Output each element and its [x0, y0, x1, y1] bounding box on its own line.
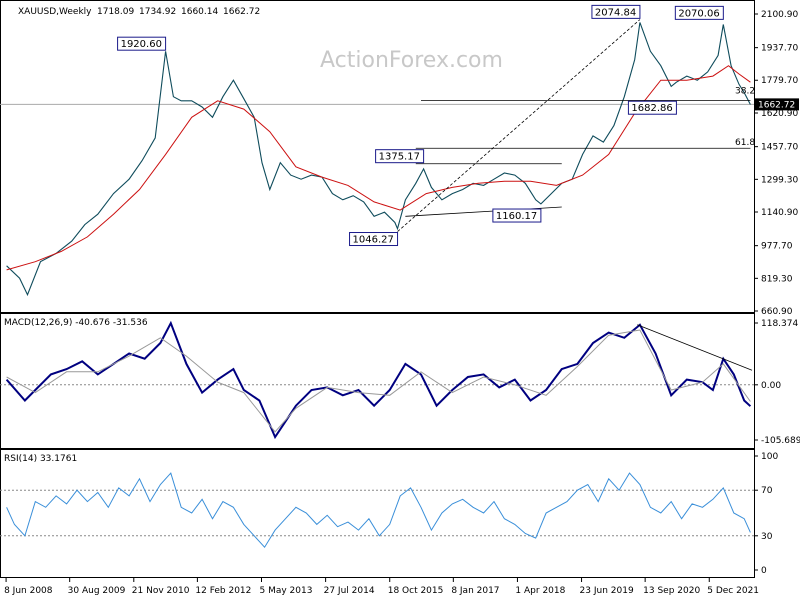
ohlc-high: 1734.92 — [139, 7, 176, 17]
rsi-ytick-label-1: 70 — [761, 486, 773, 496]
xtick-label-10: 13 Sep 2020 — [643, 586, 700, 596]
annotation-label-6: 1682.86 — [631, 103, 672, 114]
xtick-label-5: 27 Jul 2014 — [324, 586, 375, 596]
rsi-ytick-label-2: 30 — [761, 532, 773, 542]
price-ytick-label-5: 1299.30 — [761, 175, 798, 185]
fib-label-0: 61.8 — [735, 138, 755, 148]
ohlc-open: 1718.09 — [97, 7, 134, 17]
x-axis: 8 Jun 2008 30 Aug 2009 21 Nov 2010 12 Feb 2… — [4, 578, 759, 596]
xtick-label-9: 23 Jun 2019 — [580, 586, 634, 596]
price-ytick-label-4: 1457.70 — [761, 143, 798, 153]
annotations: 1920.60 1046.27 1375.17 1160.17 2074.84 2070.… — [117, 4, 755, 247]
fib-label-1: 38.2 — [735, 87, 755, 97]
price-ytick-label-2: 1779.70 — [761, 76, 798, 86]
annotation-label-0: 1920.60 — [121, 39, 162, 50]
rsi-ytick-label-0: 100 — [761, 452, 778, 462]
ohlc-close: 1662.72 — [223, 7, 260, 17]
xtick-label-3: 12 Feb 2012 — [195, 586, 251, 596]
annotation-label-5: 2070.06 — [678, 8, 719, 19]
chart-header: XAUUSD,Weekly 1718.09 1734.92 1660.14 16… — [18, 7, 260, 17]
price-series-price — [6, 22, 751, 297]
rsi-title: RSI(14) 33.1761 — [4, 454, 77, 464]
price-ytick-label-9: 660.90 — [761, 307, 793, 317]
annotation-box-2 — [375, 149, 425, 164]
y-axes: 2100.90 1937.70 1779.70 1620.90 1457.70 1299.… — [754, 10, 800, 576]
annotation-box-3 — [492, 208, 542, 223]
macd-trendline — [637, 324, 753, 371]
watermark: ActionForex.com — [320, 48, 503, 73]
xtick-label-4: 5 May 2013 — [259, 586, 312, 596]
price-ytick-label-7: 977.70 — [761, 242, 793, 252]
xtick-label-2: 21 Nov 2010 — [132, 586, 190, 596]
macd-title: MACD(12,26,9) -40.676 -31.536 — [4, 318, 148, 328]
rsi-pane-frame — [0, 449, 755, 578]
price-ytick-label-8: 819.30 — [761, 274, 793, 284]
annotation-box-0 — [117, 36, 167, 51]
symbol-title: XAUUSD,Weekly — [18, 7, 92, 17]
price-ytick-label-6: 1140.90 — [761, 208, 798, 218]
annotation-box-6 — [627, 100, 677, 115]
ohlc-low: 1660.14 — [181, 7, 218, 17]
current-price-tag — [755, 98, 799, 111]
price-series-moving-average — [6, 65, 751, 271]
annotation-box-1 — [349, 232, 399, 247]
price-ytick-label-0: 2100.90 — [761, 10, 798, 20]
rsi-ytick-label-3: 0 — [761, 566, 767, 576]
price-ytick-label-1: 1937.70 — [761, 44, 798, 54]
annotation-label-4: 2074.84 — [595, 7, 636, 18]
xtick-label-11: 5 Dec 2021 — [707, 586, 759, 596]
current-price-label: 1662.72 — [758, 100, 795, 110]
macd-series-macd — [5, 320, 752, 440]
xtick-label-8: 1 Apr 2018 — [515, 586, 565, 596]
xtick-label-6: 18 Oct 2015 — [388, 586, 444, 596]
price-ytick-label-3: 1620.90 — [761, 109, 798, 119]
macd-ytick-label-2: -105.689 — [761, 436, 800, 446]
price-pane-frame — [0, 0, 755, 313]
macd-series-signal — [6, 329, 751, 433]
xtick-label-7: 8 Jan 2017 — [451, 586, 499, 596]
annotation-box-4 — [591, 4, 641, 19]
series-lines — [5, 22, 752, 549]
annotation-label-2: 1375.17 — [379, 152, 420, 163]
annotation-box-5 — [674, 5, 724, 20]
annotation-label-1: 1046.27 — [353, 235, 394, 246]
annotation-label-3: 1160.17 — [496, 211, 537, 222]
trendline-channel-dashed — [397, 19, 641, 232]
macd-pane-frame — [0, 313, 755, 449]
xtick-label-1: 30 Aug 2009 — [68, 586, 126, 596]
rsi-series-rsi — [6, 472, 751, 549]
xtick-label-0: 8 Jun 2008 — [4, 586, 53, 596]
macd-ytick-label-1: 0.00 — [761, 381, 781, 391]
macd-ytick-label-0: 118.374 — [761, 319, 798, 329]
